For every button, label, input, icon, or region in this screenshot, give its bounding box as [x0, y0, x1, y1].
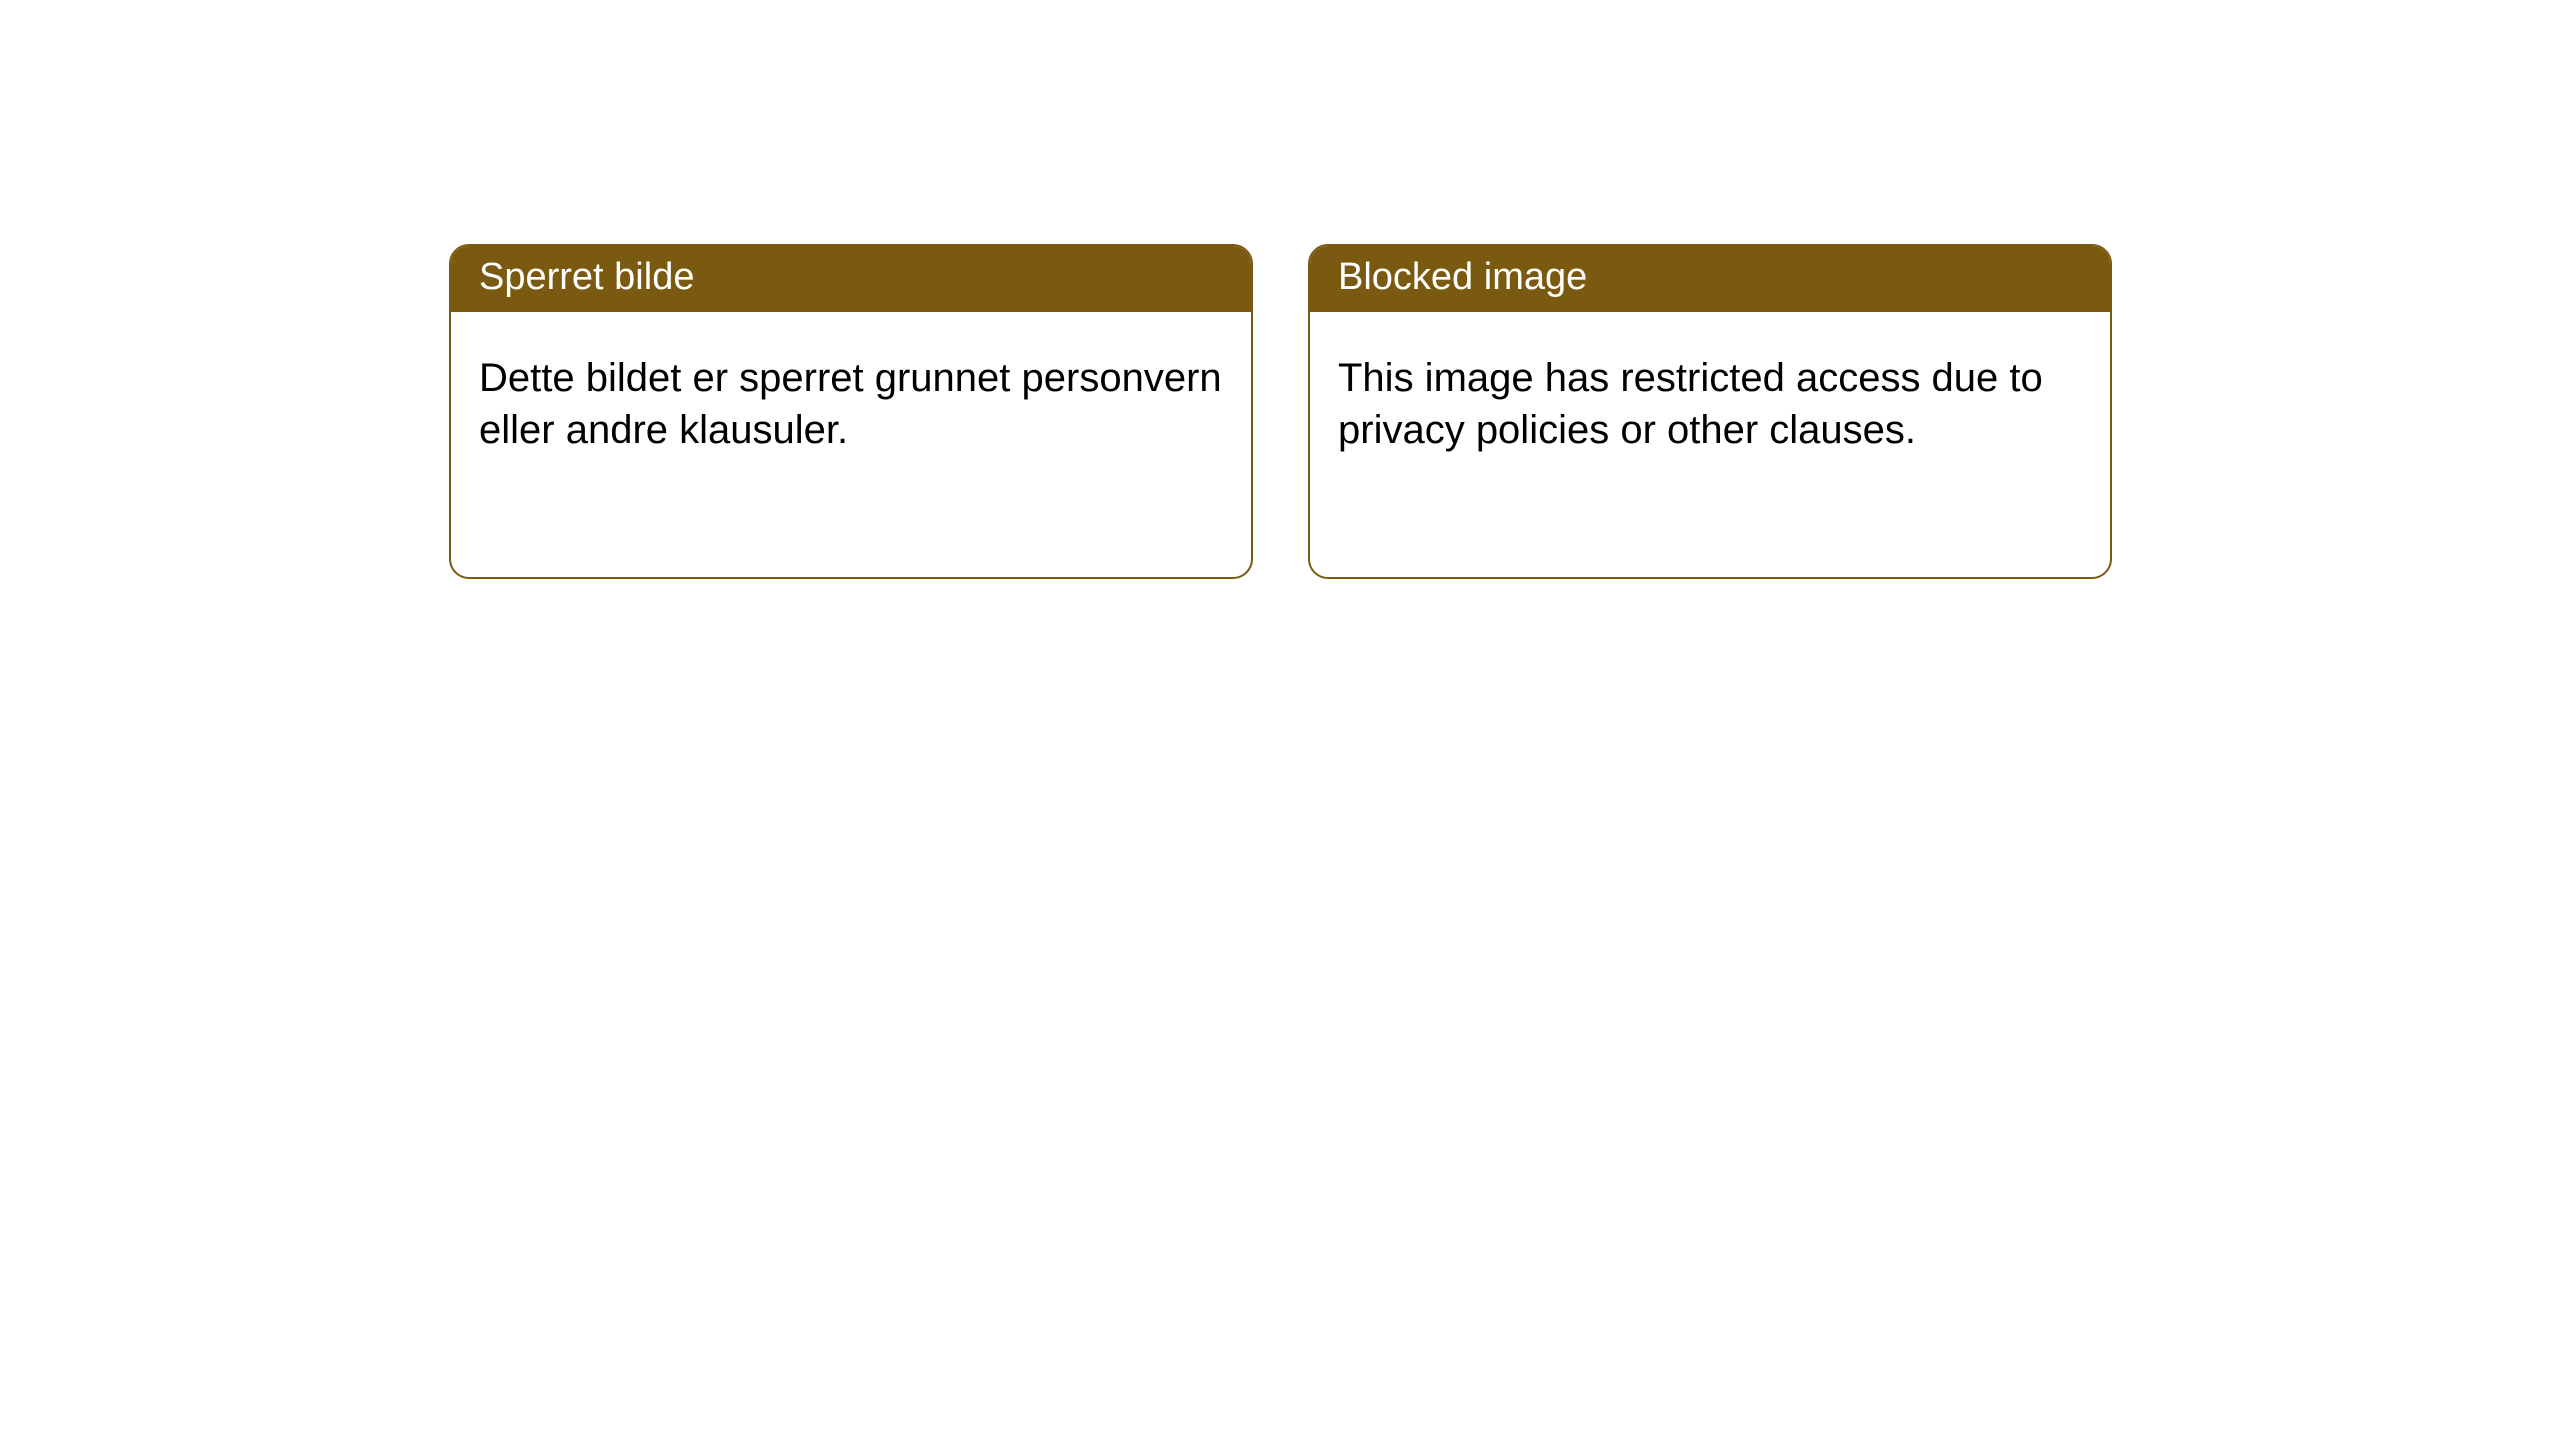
notice-card-norwegian: Sperret bilde Dette bildet er sperret gr…: [449, 244, 1253, 579]
notice-header: Sperret bilde: [451, 246, 1251, 312]
notice-container: Sperret bilde Dette bildet er sperret gr…: [0, 0, 2560, 579]
notice-body: This image has restricted access due to …: [1310, 312, 2110, 484]
notice-body: Dette bildet er sperret grunnet personve…: [451, 312, 1251, 484]
notice-card-english: Blocked image This image has restricted …: [1308, 244, 2112, 579]
notice-header: Blocked image: [1310, 246, 2110, 312]
